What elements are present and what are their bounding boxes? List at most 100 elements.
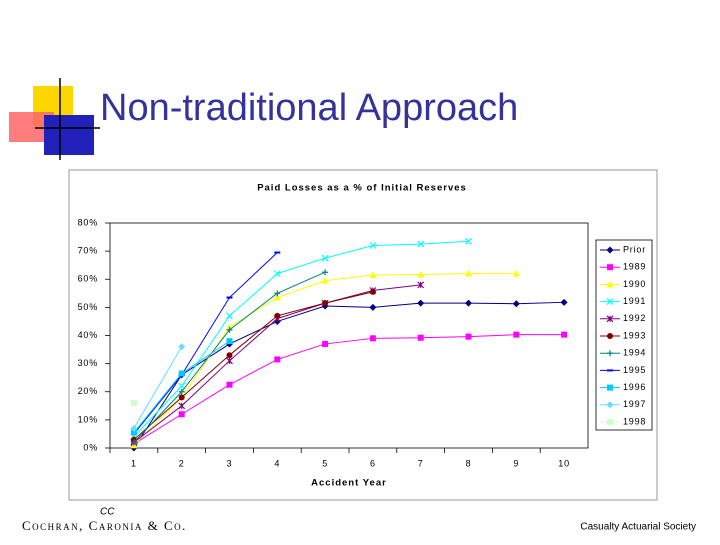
data-point xyxy=(417,281,425,289)
data-point xyxy=(274,356,281,363)
data-point xyxy=(369,242,377,249)
data-point xyxy=(322,340,329,347)
data-point xyxy=(274,290,281,297)
data-point xyxy=(512,270,520,277)
data-point xyxy=(369,271,377,279)
data-point xyxy=(322,300,329,307)
data-point xyxy=(178,388,185,395)
legend-label: 1996 xyxy=(623,382,646,392)
logo: CC xyxy=(100,507,115,518)
data-point xyxy=(465,270,472,277)
data-point xyxy=(274,312,281,319)
legend-marker xyxy=(606,401,614,409)
data-point xyxy=(130,429,137,436)
chart-title: Paid Losses as a % of Initial Reserves xyxy=(257,183,467,194)
data-point xyxy=(369,303,377,311)
x-tick-label: 4 xyxy=(274,458,280,468)
data-point xyxy=(178,343,186,351)
legend-label: 1993 xyxy=(623,330,646,340)
legend-marker xyxy=(606,315,614,323)
series-line xyxy=(133,301,565,449)
y-tick-label: 20% xyxy=(78,386,98,396)
x-tick-label: 3 xyxy=(227,458,233,468)
legend-label: 1992 xyxy=(623,313,646,323)
company-name: Cochran, Caronia & Co. xyxy=(22,518,187,533)
x-tick-label: 2 xyxy=(179,458,185,468)
series-line xyxy=(133,252,278,435)
data-point xyxy=(561,331,568,338)
data-point xyxy=(273,294,281,301)
data-point xyxy=(273,270,281,278)
legend-marker xyxy=(607,350,613,357)
data-point xyxy=(226,312,233,320)
x-tick-label: 9 xyxy=(513,458,519,468)
data-point xyxy=(178,394,185,401)
legend-label: 1990 xyxy=(623,279,646,289)
data-point xyxy=(322,269,329,276)
data-point xyxy=(321,277,329,284)
y-tick-label: 50% xyxy=(78,302,98,312)
data-point xyxy=(369,288,376,295)
legend-label: 1989 xyxy=(623,262,646,272)
series-line xyxy=(133,240,469,438)
data-point xyxy=(513,331,520,338)
series-line xyxy=(133,291,374,440)
data-point xyxy=(178,402,186,410)
data-point xyxy=(226,352,233,359)
y-tick-label: 0% xyxy=(83,442,98,452)
legend-marker xyxy=(607,384,613,391)
y-tick-label: 70% xyxy=(78,246,98,256)
x-tick-label: 10 xyxy=(558,458,570,468)
legend-marker xyxy=(607,419,613,425)
data-point xyxy=(417,334,424,341)
legend-label: 1994 xyxy=(623,348,646,358)
y-tick-label: 40% xyxy=(78,330,98,340)
legend-label: 1998 xyxy=(623,416,646,426)
society-name: Casualty Actuarial Society xyxy=(580,522,696,533)
legend-marker xyxy=(606,280,614,288)
data-point xyxy=(321,254,329,262)
chart-frame xyxy=(68,169,658,501)
data-point xyxy=(130,400,137,406)
y-tick-label: 10% xyxy=(78,414,98,424)
data-point xyxy=(226,338,233,345)
deco-blue xyxy=(44,115,94,155)
y-tick-label: 60% xyxy=(78,274,98,284)
series-line xyxy=(133,346,183,429)
data-point xyxy=(178,382,186,390)
data-point xyxy=(226,381,233,388)
data-point xyxy=(130,439,137,446)
data-point xyxy=(226,326,233,333)
legend-label: 1997 xyxy=(623,399,646,409)
data-point xyxy=(130,424,138,432)
data-point xyxy=(465,333,472,340)
data-point xyxy=(417,299,425,307)
legend-marker xyxy=(607,264,613,271)
legend-marker xyxy=(607,333,613,339)
x-tick-label: 7 xyxy=(418,458,424,468)
legend-marker xyxy=(606,246,614,254)
data-point xyxy=(465,237,472,245)
legend-label: Prior xyxy=(623,244,646,254)
data-point xyxy=(178,370,185,377)
y-tick-label: 80% xyxy=(78,217,98,227)
x-axis-label: Accident Year xyxy=(311,478,387,489)
data-point xyxy=(417,240,425,248)
x-tick-label: 8 xyxy=(466,458,472,468)
legend-box xyxy=(595,239,653,431)
x-tick-label: 6 xyxy=(370,458,376,468)
data-point xyxy=(417,270,425,278)
legend-marker xyxy=(606,298,614,306)
x-tick-label: 5 xyxy=(322,458,328,468)
series-line xyxy=(133,334,565,445)
data-point xyxy=(465,299,472,307)
legend-label: 1995 xyxy=(623,365,646,375)
slide-title: Non-traditional Approach xyxy=(100,87,518,129)
legend-label: 1991 xyxy=(623,296,646,306)
x-tick-label: 1 xyxy=(131,458,137,468)
y-tick-label: 30% xyxy=(78,358,98,368)
data-point xyxy=(226,357,233,365)
data-point xyxy=(560,298,568,306)
data-point xyxy=(512,300,520,308)
